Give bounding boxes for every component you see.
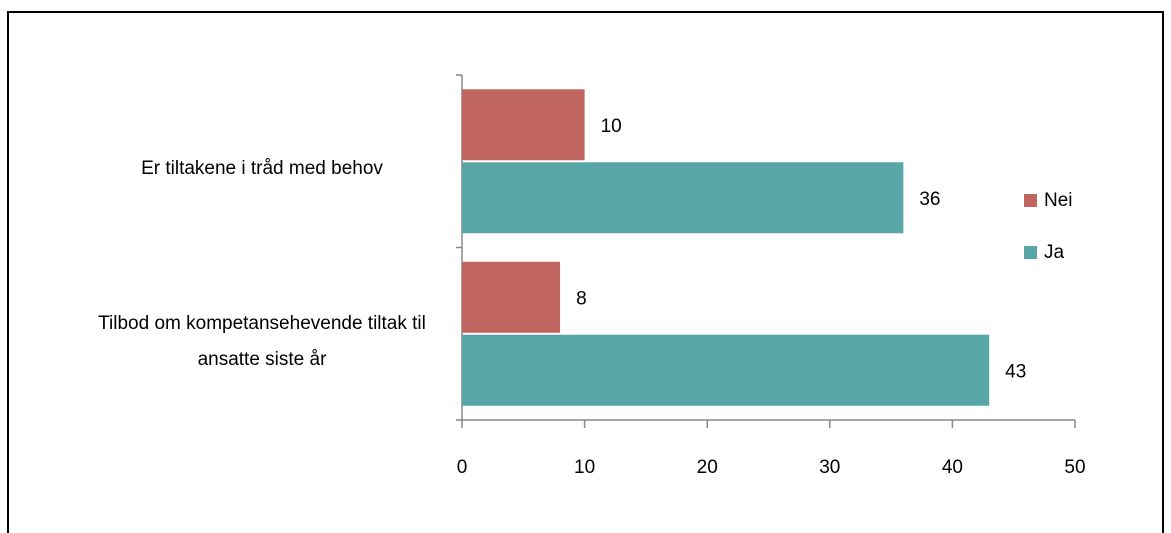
x-tick-label: 0 [457, 457, 468, 478]
frame [7, 11, 1164, 533]
bar [462, 334, 990, 406]
data-label: 10 [601, 116, 622, 137]
legend-label: Ja [1044, 242, 1065, 263]
data-label: 43 [1005, 361, 1026, 382]
bar [462, 261, 561, 333]
legend-label: Nei [1044, 190, 1073, 211]
data-label: 36 [919, 189, 940, 210]
x-tick-label: 10 [574, 457, 595, 478]
bar [462, 162, 904, 234]
bar [462, 89, 585, 161]
category-label: Er tiltakene i tråd med behov [141, 158, 383, 180]
x-tick-label: 40 [942, 457, 963, 478]
x-tick-label: 20 [697, 457, 718, 478]
legend-swatch [1024, 194, 1037, 207]
category-label: Tilbod om kompetansehevende tiltak til a… [98, 312, 426, 370]
x-tick-label: 50 [1064, 457, 1085, 478]
legend-swatch [1024, 246, 1037, 259]
x-tick-label: 30 [819, 457, 840, 478]
data-label: 8 [576, 288, 587, 309]
